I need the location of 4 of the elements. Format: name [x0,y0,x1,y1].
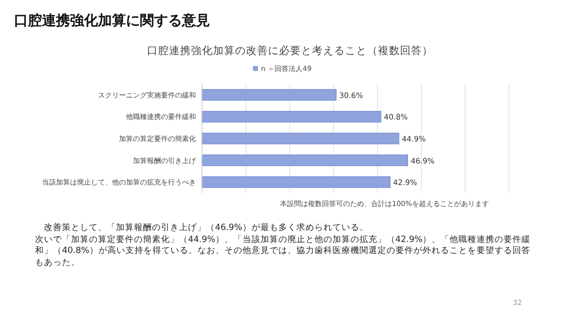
subtitle: 口腔連携強化加算の改善に必要と考えること（複数回答） [147,45,433,57]
text: 改善策として、「加算報酬の引き上げ」（46.9%）が最も多く求められている。 [43,223,370,234]
text: 次いで「加算の算定要件の簡素化」（44.9%）、「当該加算の廃止と他の加算の拡充」（42.9%）、「他職種連携の要件緩和」（40.8%）が高い支持を得ている。なお、その他意見では、協力歯科医療機関選定の要件が外れることを要望する回答もあった。 [35,234,532,269]
title: 口腔連携強化加算に関する意見 [14,13,210,29]
